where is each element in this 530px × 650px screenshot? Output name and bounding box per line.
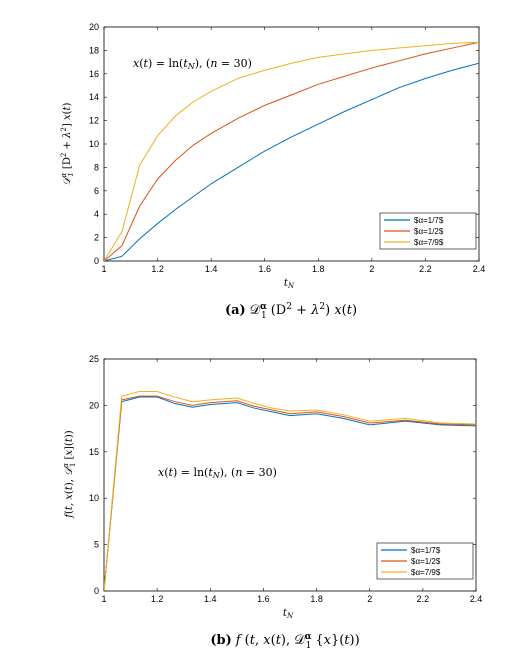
panel-a-xtick-label: 1.2 [151, 264, 164, 274]
panel-b-xlabel: tN [283, 608, 294, 620]
panel-a-xlabel: tN [284, 278, 295, 290]
panel-a-xtick-label: 2.2 [419, 264, 432, 274]
panel-a-legend-label-3: $α=7/9$ [414, 238, 444, 247]
panel-a-ytick-label: 18 [89, 45, 99, 55]
panel-a-ytick-label: 20 [89, 22, 99, 32]
panel-b-legend-label-1: $α=1/7$ [411, 546, 441, 555]
panel-b-xtick-label: 2 [367, 594, 372, 604]
panel-a-xtick-label: 2.4 [473, 264, 486, 274]
panel-a-series-line-1 [104, 62, 479, 261]
panel-a-ytick-label: 8 [94, 162, 99, 172]
panel-a-ytick-label: 14 [89, 92, 99, 102]
panel-a-ytick-label: 0 [94, 256, 99, 266]
panel-b-ytick-label: 0 [94, 586, 99, 596]
panel-b-ylabel: f(t, x(t), 𝒟α1 [x](t)) [62, 430, 77, 518]
panel-a-xtick-label: 2 [369, 264, 374, 274]
panel-a-ylabel: 𝒟α1 [D2 + λ2] x(t) [60, 102, 75, 185]
panel-a-ytick-label: 4 [94, 209, 99, 219]
panel-a-xtick-label: 1.8 [312, 264, 325, 274]
panel-b-legend-label-2: $α=1/2$ [411, 557, 441, 566]
panel-b-ytick-label: 15 [89, 447, 99, 457]
panel-a-series-line-3 [104, 41, 479, 261]
panel-a-legend: $α=1/7$ $α=1/2$ $α=7/9$ [379, 212, 477, 250]
panel-b-xtick-label: 2.2 [417, 594, 430, 604]
panel-a-xtick-label: 1.6 [258, 264, 271, 274]
panel-b-ytick-label: 10 [89, 493, 99, 503]
panel-b-caption: (b) f (t, x(t), 𝒟α 1 {x}(t)) [210, 632, 359, 650]
panel-b-xtick-label: 1.8 [310, 594, 323, 604]
panel-a-annotation: x(t) = ln(tN), (n = 30) [133, 57, 252, 71]
panel-b-series-line-3 [104, 390, 476, 591]
panel-b-xtick-label: 1.6 [257, 594, 270, 604]
panel-b-xtick-label: 2.4 [470, 594, 483, 604]
panel-b-annotation: x(t) = ln(tN), (n = 30) [158, 466, 277, 480]
panel-b-xtick-label: 1.4 [204, 594, 217, 604]
panel-a-ytick-label: 2 [94, 233, 99, 243]
panel-a-series-line-2 [104, 41, 479, 261]
panel-a-ytick-label: 10 [89, 139, 99, 149]
panel-b-ytick-label: 25 [89, 354, 99, 364]
panel-a-xtick-label: 1 [101, 264, 106, 274]
panel-a-xtick-label: 1.4 [205, 264, 218, 274]
panel-b-series-line-2 [104, 395, 476, 591]
panel-a-legend-label-1: $α=1/7$ [414, 216, 444, 225]
panel-b-legend-label-3: $α=7/9$ [411, 568, 441, 577]
panel-b-ytick-label: 20 [89, 400, 99, 410]
panel-b-ytick-label: 5 [94, 540, 99, 550]
panel-b-series-line-1 [104, 396, 476, 591]
panel-b-xtick-label: 1 [101, 594, 106, 604]
panel-a-legend-label-2: $α=1/2$ [414, 227, 444, 236]
panel-a-chart: 1 1.2 1.4 1.6 1.8 2 2.2 2.4 0 2 4 6 8 10 12 14 16 18 20 x(… [60, 22, 485, 321]
panel-b-chart: 1 1.2 1.4 1.6 1.8 2 2.2 2.4 0 5 10 15 20 25 x(t) = ln… [62, 354, 482, 650]
panel-a-ytick-label: 16 [89, 69, 99, 79]
panel-a-caption: (a) 𝒟α 1 (D2 + λ2) x(t) [225, 302, 357, 321]
panel-a-ytick-label: 12 [89, 116, 99, 126]
panel-b-xtick-label: 1.2 [151, 594, 164, 604]
panel-a-ytick-label: 6 [94, 186, 99, 196]
panel-b-legend: $α=1/7$ $α=1/2$ $α=7/9$ [376, 542, 474, 580]
